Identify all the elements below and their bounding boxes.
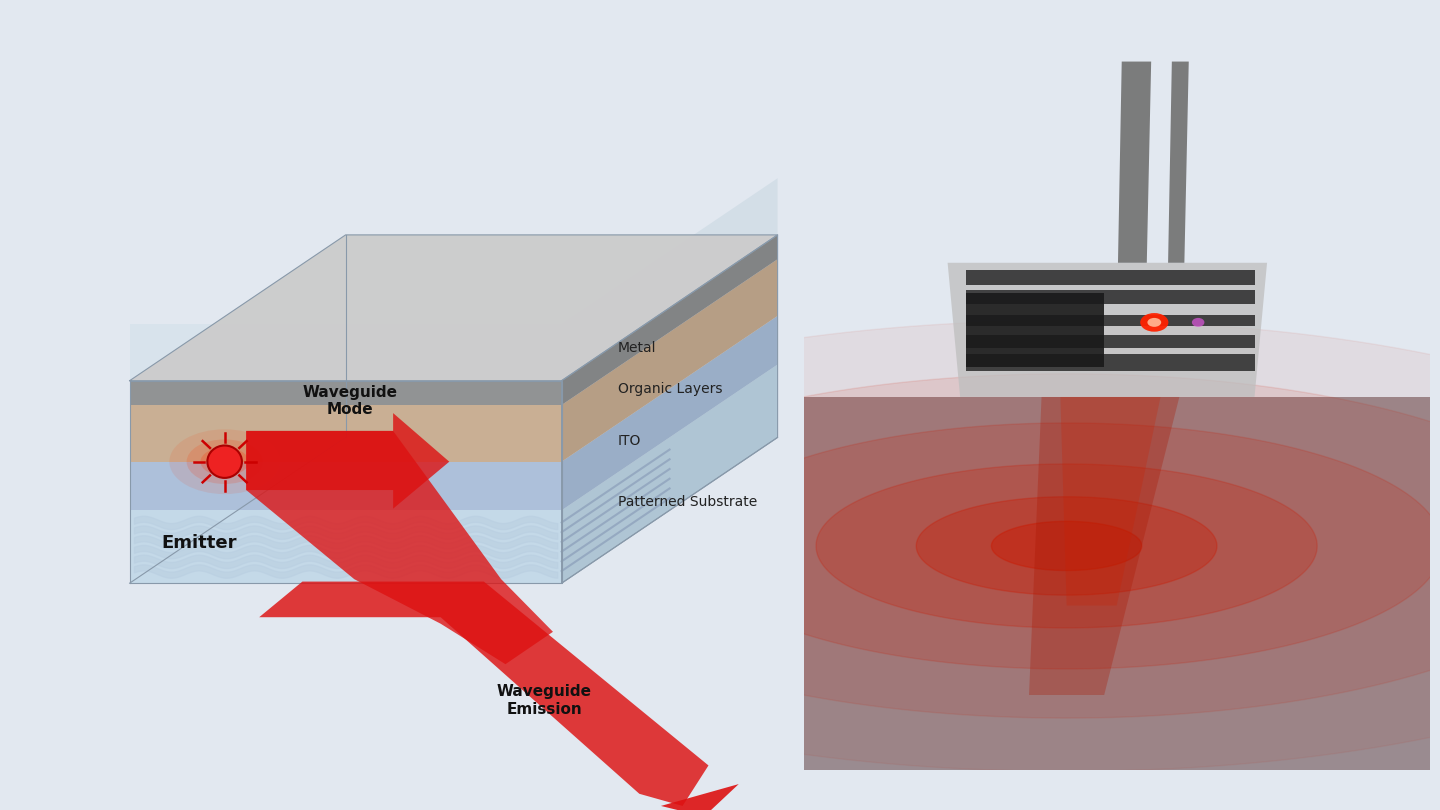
Polygon shape: [246, 413, 449, 509]
Polygon shape: [130, 462, 562, 510]
Polygon shape: [562, 364, 778, 583]
Ellipse shape: [187, 439, 262, 484]
Circle shape: [207, 446, 242, 478]
Polygon shape: [540, 373, 1440, 718]
Polygon shape: [130, 235, 778, 381]
Polygon shape: [1030, 397, 1179, 695]
Text: ITO: ITO: [618, 434, 641, 449]
Polygon shape: [377, 321, 1440, 771]
Text: Waveguide
Mode: Waveguide Mode: [302, 385, 397, 417]
Polygon shape: [966, 290, 1254, 304]
Polygon shape: [804, 397, 1430, 770]
Polygon shape: [246, 431, 553, 664]
Polygon shape: [259, 582, 708, 806]
Ellipse shape: [210, 454, 239, 470]
Polygon shape: [992, 522, 1142, 570]
Polygon shape: [1117, 62, 1151, 262]
Text: Organic Layers: Organic Layers: [618, 382, 723, 396]
Polygon shape: [130, 381, 562, 405]
Polygon shape: [562, 235, 778, 405]
Polygon shape: [816, 464, 1318, 628]
Ellipse shape: [170, 429, 279, 494]
Polygon shape: [916, 497, 1217, 595]
Ellipse shape: [1192, 318, 1204, 327]
Text: Patterned Substrate: Patterned Substrate: [618, 495, 757, 509]
Polygon shape: [130, 324, 562, 583]
Ellipse shape: [200, 447, 249, 476]
Polygon shape: [691, 423, 1440, 669]
Polygon shape: [1060, 397, 1161, 606]
Ellipse shape: [1140, 313, 1168, 332]
Polygon shape: [966, 315, 1254, 326]
Polygon shape: [948, 262, 1267, 397]
Polygon shape: [661, 784, 739, 810]
Polygon shape: [966, 355, 1254, 371]
Ellipse shape: [1148, 318, 1161, 327]
Polygon shape: [562, 316, 778, 510]
Polygon shape: [1168, 62, 1189, 262]
Text: Metal: Metal: [618, 341, 657, 356]
Text: Emitter: Emitter: [161, 534, 236, 552]
Polygon shape: [130, 405, 562, 462]
Polygon shape: [562, 259, 778, 462]
Polygon shape: [966, 335, 1254, 348]
Polygon shape: [966, 271, 1254, 285]
Polygon shape: [130, 510, 562, 583]
Polygon shape: [562, 178, 778, 583]
Text: Waveguide
Emission: Waveguide Emission: [497, 684, 592, 717]
Polygon shape: [130, 235, 778, 381]
Polygon shape: [966, 292, 1104, 367]
